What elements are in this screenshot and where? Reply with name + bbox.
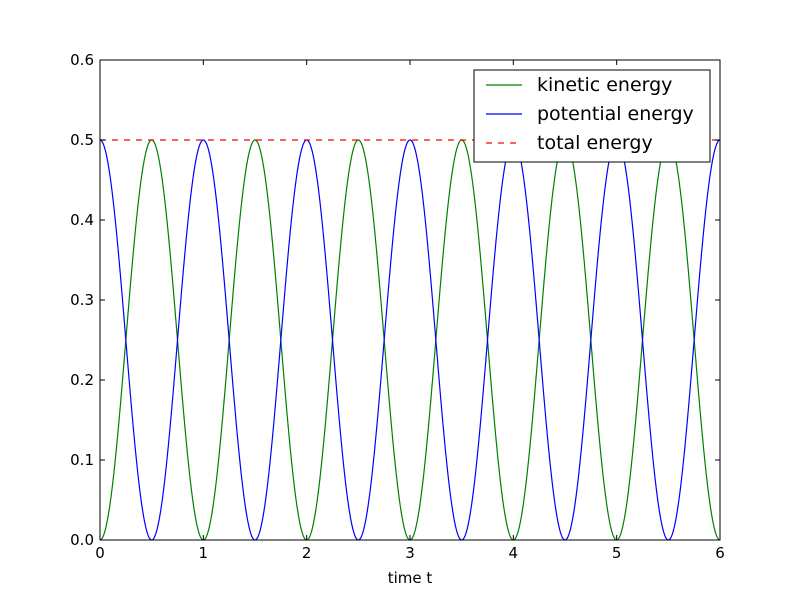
y-tick-label: 0.6 [70,51,94,69]
series-line-kinetic-energy [99,139,721,541]
legend: kinetic energy potential energy total ener… [473,69,711,163]
y-tick-label: 0.0 [70,531,94,549]
plot-lines [99,139,721,541]
y-tick-label: 0.1 [70,451,94,469]
y-tick-label: 0.4 [70,211,94,229]
x-tick-label: 4 [509,544,519,562]
y-tick-label: 0.3 [70,291,94,309]
x-tick-label: 6 [715,544,725,562]
legend-label: total energy [537,132,653,154]
legend-label: potential energy [537,103,694,125]
y-tick-label: 0.5 [70,131,94,149]
axis-ticks [99,59,721,541]
series-line-potential-energy [99,139,721,541]
x-tick-label: 5 [612,544,622,562]
tick-labels: 0 1 2 3 4 5 6 0.0 0.1 0.2 0.3 0.4 0.5 0.6 [70,51,725,562]
x-tick-label: 2 [302,544,312,562]
x-axis-label: time t [388,569,433,587]
legend-label: kinetic energy [537,74,672,96]
x-tick-label: 1 [199,544,209,562]
x-tick-label: 0 [95,544,105,562]
x-tick-label: 3 [405,544,415,562]
y-tick-label: 0.2 [70,371,94,389]
